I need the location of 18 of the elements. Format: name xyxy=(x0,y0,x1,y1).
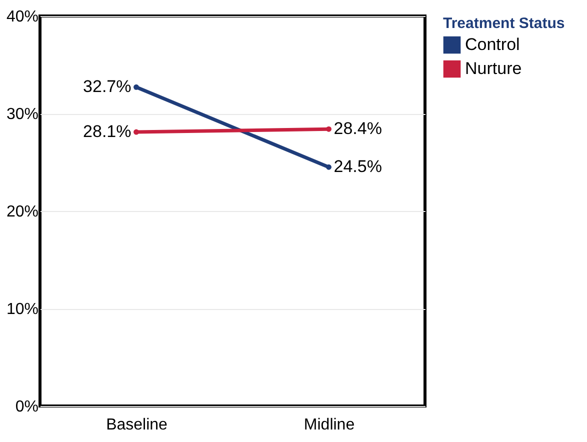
point xyxy=(134,84,139,90)
y-tick-label: 10% xyxy=(6,301,38,318)
point xyxy=(134,129,139,135)
x-tick-label: Baseline xyxy=(106,416,168,434)
point xyxy=(326,126,332,132)
legend-label: Nurture xyxy=(465,59,522,78)
data-label: 28.1% xyxy=(83,122,132,142)
legend-label: Control xyxy=(465,35,520,54)
y-tick-label: 0% xyxy=(15,398,38,416)
legend-title: Treatment Status xyxy=(443,15,565,32)
y-tick-label: 40% xyxy=(6,8,38,26)
data-label: 24.5% xyxy=(334,157,382,176)
x-tick-label: Midline xyxy=(304,416,355,434)
point xyxy=(326,164,332,170)
y-tick-label: 20% xyxy=(6,204,38,220)
y-tick-label: 30% xyxy=(6,106,38,123)
data-label: 32.7% xyxy=(83,77,132,96)
data-label: 28.4% xyxy=(334,119,382,138)
